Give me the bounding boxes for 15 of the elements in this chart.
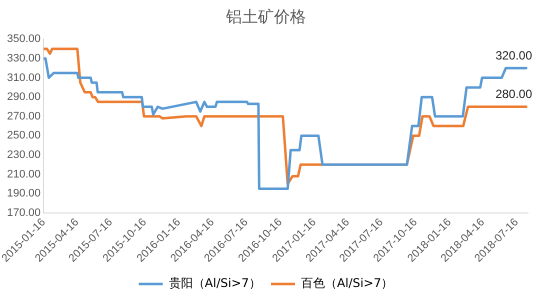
y-tick-label: 210.00: [6, 168, 41, 180]
y-tick-label: 270.00: [6, 110, 41, 122]
legend-label: 百色（Al/Si>7）: [301, 276, 394, 290]
y-tick-label: 250.00: [6, 130, 41, 142]
annotation: 320.00: [495, 48, 532, 62]
y-tick-label: 230.00: [6, 149, 41, 162]
y-tick-label: 330.00: [6, 52, 41, 65]
chart-title: 铝土矿价格: [225, 6, 306, 26]
y-tick-label: 290.00: [6, 91, 41, 104]
y-tick-label: 170.00: [6, 206, 41, 219]
y-tick-label: 190.00: [6, 188, 41, 200]
annotation: 280.00: [495, 87, 532, 102]
y-tick-label: 310.00: [6, 72, 41, 84]
y-tick-label: 350.00: [6, 33, 41, 46]
legend-label: 贵阳（Al/Si>7）: [168, 276, 262, 290]
